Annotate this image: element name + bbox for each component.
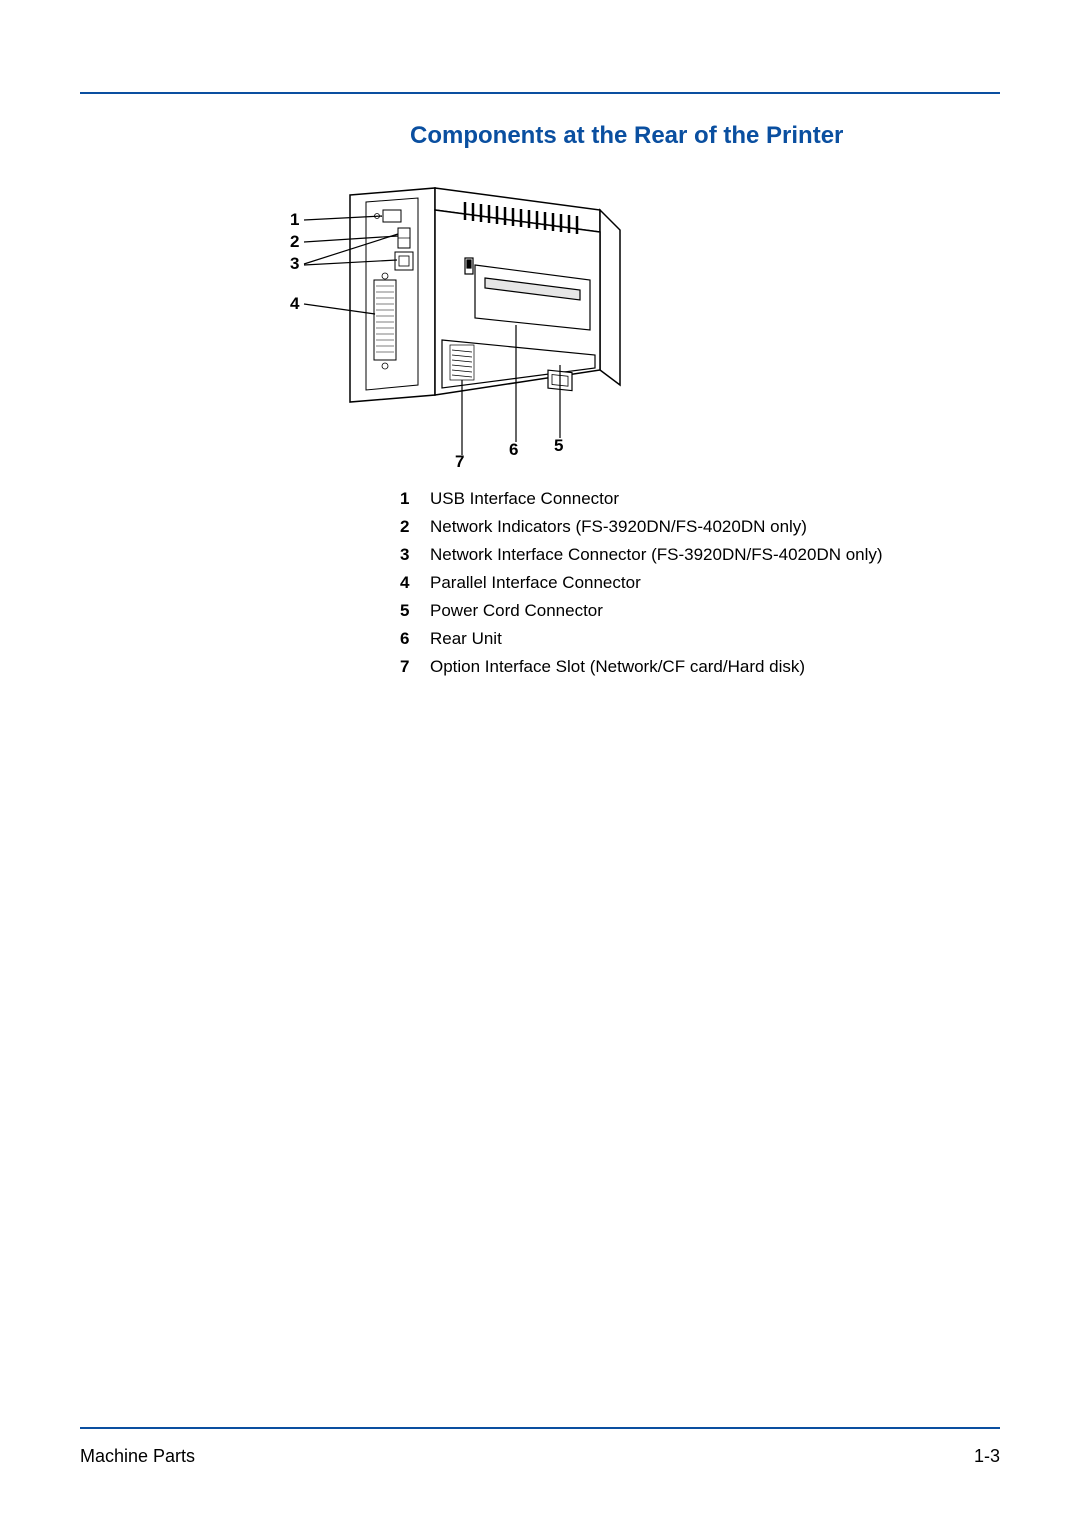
callout-2: 2 (290, 232, 299, 252)
component-row: 4 Parallel Interface Connector (400, 569, 883, 597)
bottom-rule (80, 1427, 1000, 1429)
component-row: 6 Rear Unit (400, 625, 883, 653)
component-row: 2 Network Indicators (FS-3920DN/FS-4020D… (400, 513, 883, 541)
footer-section-name: Machine Parts (80, 1446, 195, 1467)
callout-5: 5 (554, 436, 563, 456)
callout-1: 1 (290, 210, 299, 230)
printer-diagram: 1 2 3 4 5 6 7 (290, 180, 690, 480)
component-label: Power Cord Connector (430, 597, 603, 625)
component-label: USB Interface Connector (430, 485, 619, 513)
component-label: Network Interface Connector (FS-3920DN/F… (430, 541, 883, 569)
callout-6: 6 (509, 440, 518, 460)
component-label: Option Interface Slot (Network/CF card/H… (430, 653, 805, 681)
callout-3: 3 (290, 254, 299, 274)
component-label: Network Indicators (FS-3920DN/FS-4020DN … (430, 513, 807, 541)
component-label: Parallel Interface Connector (430, 569, 641, 597)
component-num: 2 (400, 513, 430, 541)
component-num: 3 (400, 541, 430, 569)
callout-4: 4 (290, 294, 299, 314)
component-list: 1 USB Interface Connector 2 Network Indi… (400, 485, 883, 681)
page: Components at the Rear of the Printer (0, 0, 1080, 1527)
component-num: 4 (400, 569, 430, 597)
footer-page-number: 1-3 (974, 1446, 1000, 1467)
component-label: Rear Unit (430, 625, 502, 653)
component-num: 1 (400, 485, 430, 513)
component-num: 5 (400, 597, 430, 625)
component-row: 5 Power Cord Connector (400, 597, 883, 625)
component-row: 7 Option Interface Slot (Network/CF card… (400, 653, 883, 681)
component-row: 1 USB Interface Connector (400, 485, 883, 513)
component-num: 7 (400, 653, 430, 681)
section-title: Components at the Rear of the Printer (410, 122, 843, 150)
interface-panel (350, 188, 435, 402)
component-num: 6 (400, 625, 430, 653)
top-rule (80, 92, 1000, 94)
component-row: 3 Network Interface Connector (FS-3920DN… (400, 541, 883, 569)
callout-7: 7 (455, 452, 464, 472)
